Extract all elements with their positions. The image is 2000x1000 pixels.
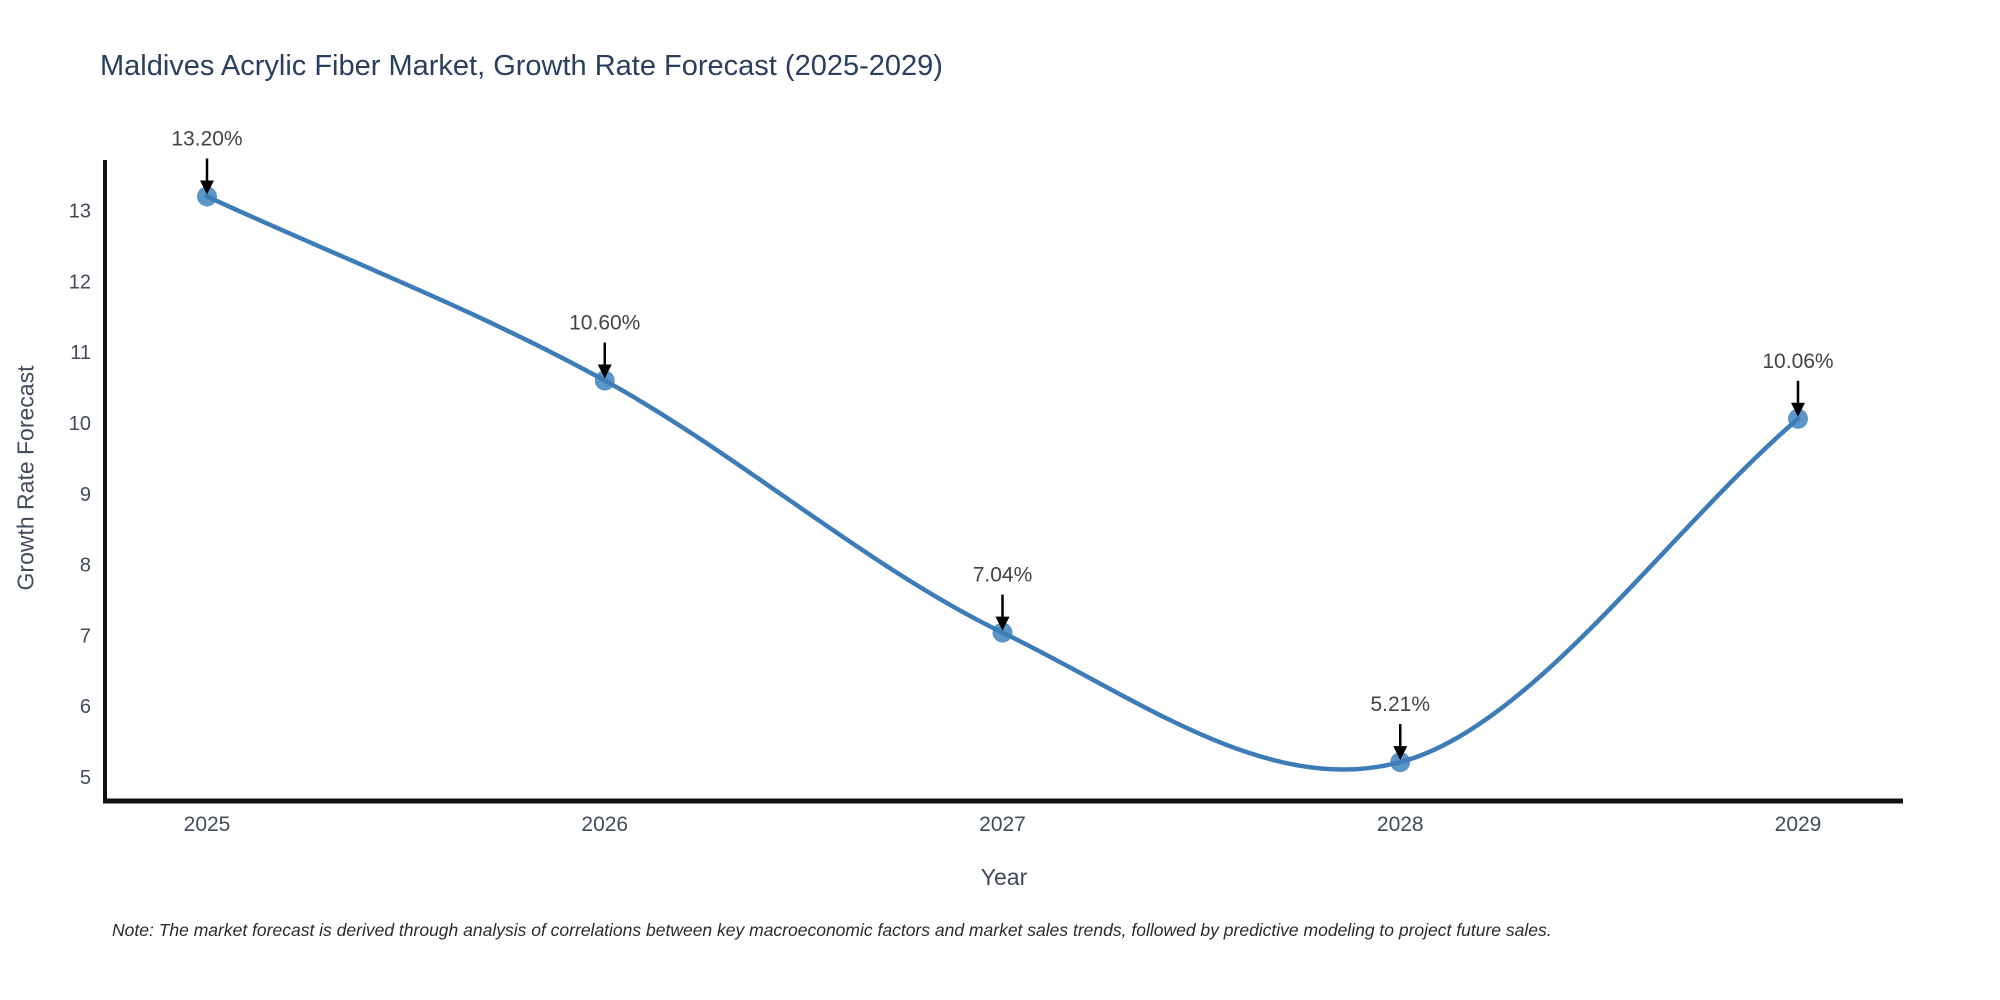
y-tick-label: 10 bbox=[69, 413, 91, 435]
annotation-arrow-head bbox=[1393, 746, 1408, 761]
y-tick-label: 9 bbox=[80, 484, 91, 506]
footnote: Note: The market forecast is derived thr… bbox=[112, 920, 1552, 940]
point-value-label: 5.21% bbox=[1370, 693, 1430, 716]
x-tick-label: 2028 bbox=[1377, 813, 1424, 836]
y-tick-label: 8 bbox=[80, 555, 91, 577]
x-tick-label: 2025 bbox=[184, 813, 231, 836]
point-value-label: 10.60% bbox=[569, 312, 640, 335]
point-value-label: 7.04% bbox=[973, 564, 1033, 587]
point-value-label: 13.20% bbox=[171, 127, 242, 150]
y-tick-label: 13 bbox=[69, 201, 91, 223]
series-line bbox=[204, 194, 1801, 772]
annotation-arrow-head bbox=[1791, 402, 1805, 417]
x-tick-label: 2029 bbox=[1775, 813, 1822, 836]
x-axis-title: Year bbox=[980, 864, 1028, 890]
x-tick-label: 2027 bbox=[979, 813, 1026, 836]
y-tick-label: 6 bbox=[80, 696, 91, 718]
y-tick-label: 5 bbox=[80, 767, 91, 789]
chart-title: Maldives Acrylic Fiber Market, Growth Ra… bbox=[100, 50, 943, 82]
y-tick-label: 11 bbox=[70, 342, 91, 364]
annotation-arrow-head bbox=[597, 364, 612, 379]
annotation-arrow-head bbox=[200, 180, 214, 195]
point-value-label: 10.06% bbox=[1762, 350, 1833, 373]
y-tick-label: 7 bbox=[80, 625, 91, 647]
x-tick-label: 2026 bbox=[581, 813, 628, 836]
annotation-arrow-head bbox=[995, 616, 1010, 631]
y-tick-label: 12 bbox=[69, 271, 91, 293]
